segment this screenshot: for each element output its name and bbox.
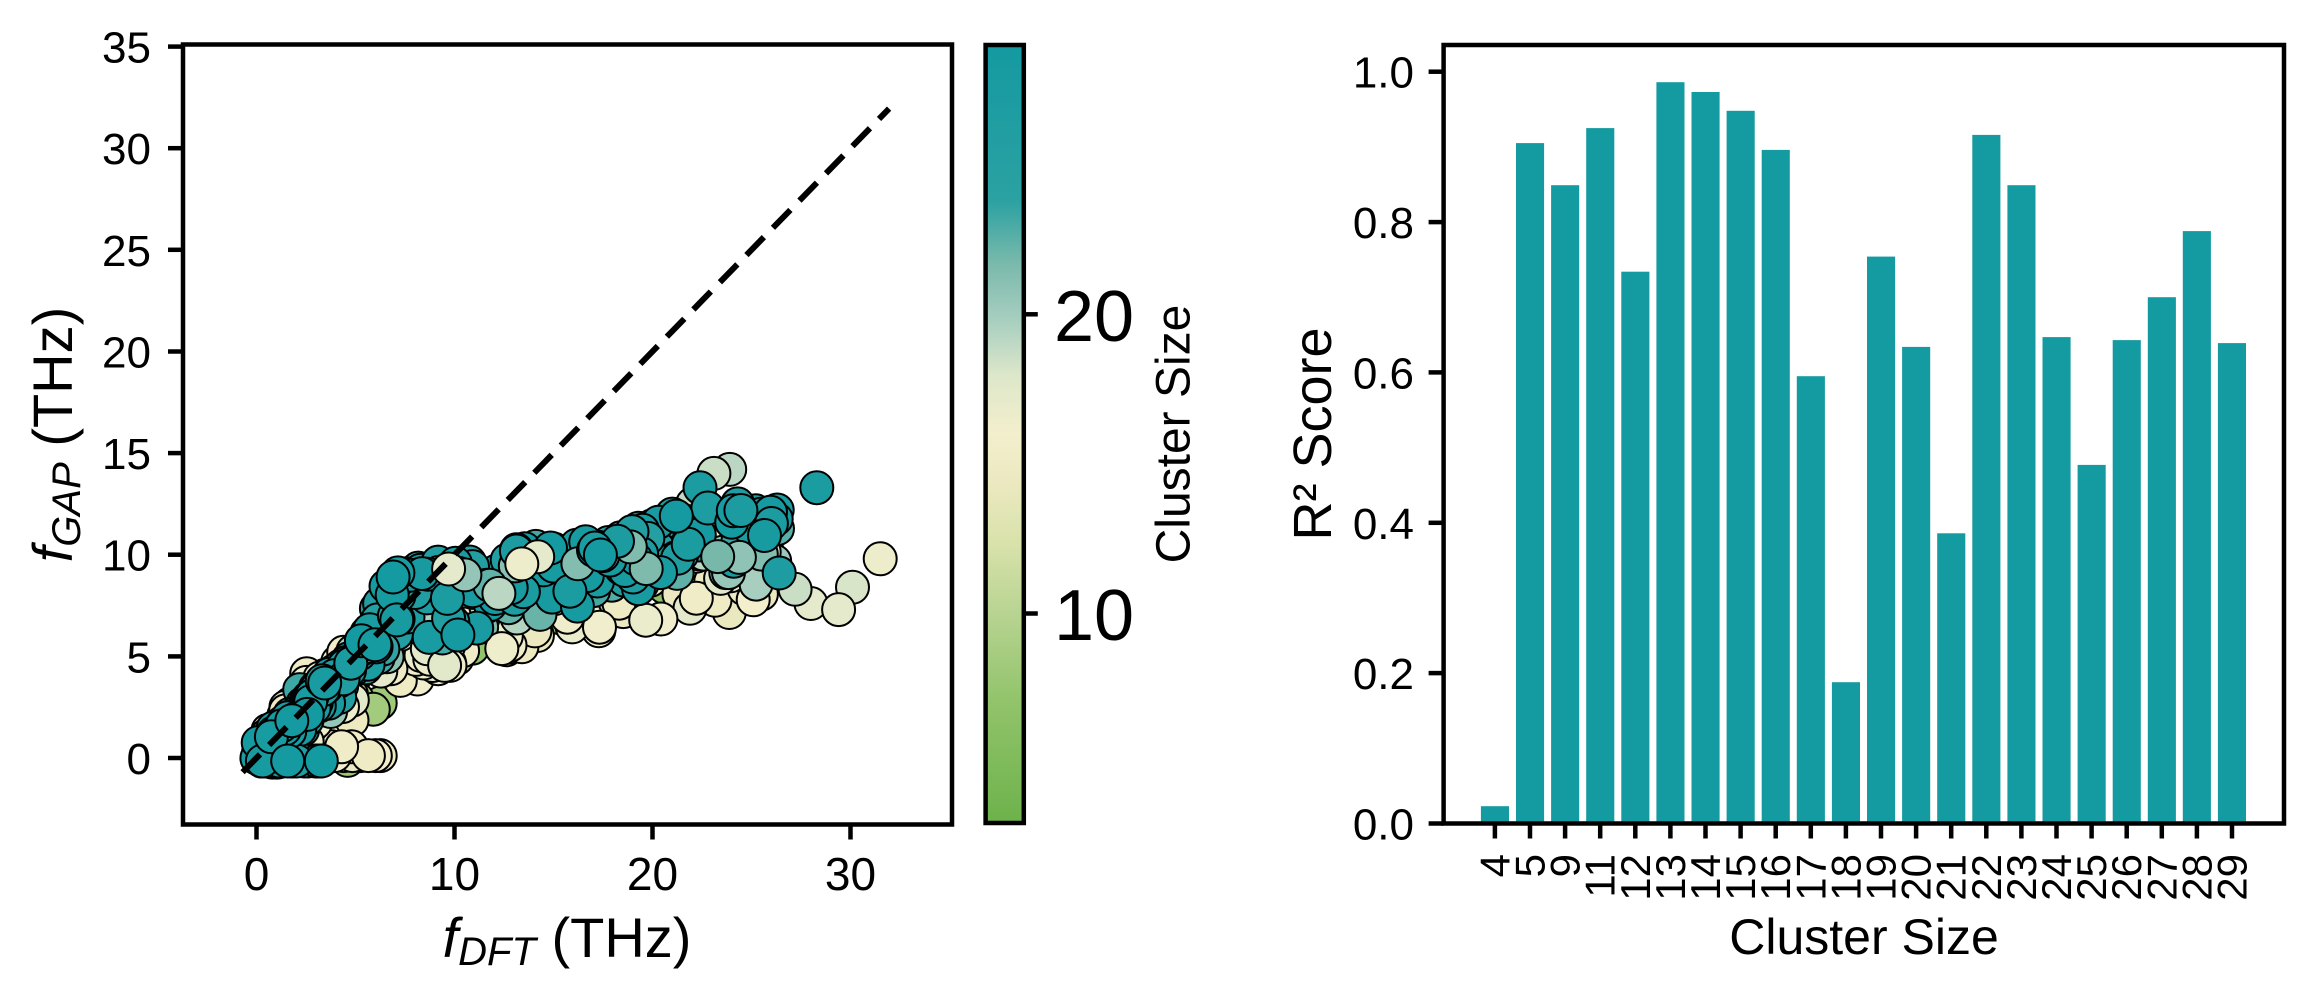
svg-text:R² Score: R² Score (1283, 327, 1343, 540)
svg-text:0.0: 0.0 (1353, 801, 1414, 850)
svg-text:fGAP (THz): fGAP (THz) (21, 307, 89, 563)
svg-text:25: 25 (102, 227, 151, 276)
svg-text:20: 20 (627, 848, 678, 900)
svg-text:19: 19 (1858, 854, 1905, 901)
svg-text:Cluster Size: Cluster Size (1729, 909, 1999, 965)
svg-text:10: 10 (1054, 576, 1134, 656)
svg-text:11: 11 (1577, 854, 1624, 898)
svg-text:26: 26 (2103, 854, 2150, 901)
svg-text:25: 25 (2068, 854, 2115, 901)
svg-text:10: 10 (102, 532, 151, 581)
svg-text:5: 5 (1507, 854, 1554, 877)
svg-text:14: 14 (1682, 854, 1729, 901)
svg-text:35: 35 (102, 24, 151, 73)
svg-text:20: 20 (1893, 854, 1940, 901)
svg-text:9: 9 (1542, 854, 1589, 877)
svg-text:15: 15 (102, 430, 151, 479)
svg-text:0.4: 0.4 (1353, 500, 1414, 549)
svg-text:0: 0 (244, 848, 270, 900)
svg-text:16: 16 (1752, 854, 1799, 901)
svg-text:20: 20 (1054, 277, 1134, 357)
svg-text:0.6: 0.6 (1353, 349, 1414, 398)
svg-text:28: 28 (2173, 854, 2220, 901)
svg-text:24: 24 (2033, 854, 2080, 901)
svg-text:18: 18 (1822, 854, 1869, 901)
svg-text:21: 21 (1928, 854, 1975, 901)
svg-text:22: 22 (1963, 854, 2010, 901)
svg-text:17: 17 (1787, 854, 1834, 901)
svg-text:0.2: 0.2 (1353, 650, 1414, 699)
svg-text:30: 30 (102, 125, 151, 174)
svg-text:10: 10 (429, 848, 480, 900)
svg-text:20: 20 (102, 329, 151, 378)
svg-text:29: 29 (2209, 854, 2256, 901)
svg-text:12: 12 (1612, 854, 1659, 901)
svg-text:27: 27 (2138, 854, 2185, 901)
svg-text:15: 15 (1717, 854, 1764, 901)
svg-text:0: 0 (127, 735, 151, 784)
svg-text:5: 5 (127, 633, 151, 682)
svg-text:4: 4 (1471, 854, 1518, 877)
svg-text:23: 23 (1998, 854, 2045, 901)
svg-text:Cluster Size: Cluster Size (1148, 305, 1201, 564)
svg-text:1.0: 1.0 (1353, 49, 1414, 98)
svg-text:13: 13 (1647, 854, 1694, 901)
svg-text:0.8: 0.8 (1353, 199, 1414, 248)
svg-text:30: 30 (825, 848, 876, 900)
